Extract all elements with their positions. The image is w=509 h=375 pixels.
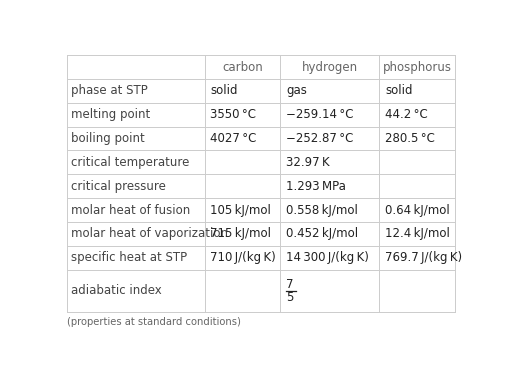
Text: 44.2 °C: 44.2 °C bbox=[385, 108, 428, 121]
Text: 4027 °C: 4027 °C bbox=[211, 132, 257, 145]
Text: phase at STP: phase at STP bbox=[71, 84, 148, 98]
Text: gas: gas bbox=[286, 84, 307, 98]
Text: molar heat of vaporization: molar heat of vaporization bbox=[71, 228, 228, 240]
Text: 0.452 kJ/mol: 0.452 kJ/mol bbox=[286, 228, 358, 240]
Text: carbon: carbon bbox=[222, 60, 263, 74]
Text: 105 kJ/mol: 105 kJ/mol bbox=[211, 204, 271, 217]
Text: −252.87 °C: −252.87 °C bbox=[286, 132, 354, 145]
Text: 3550 °C: 3550 °C bbox=[211, 108, 257, 121]
Text: 769.7 J/(kg K): 769.7 J/(kg K) bbox=[385, 251, 462, 264]
Text: solid: solid bbox=[385, 84, 413, 98]
Text: 32.97 K: 32.97 K bbox=[286, 156, 330, 169]
Text: phosphorus: phosphorus bbox=[383, 60, 451, 74]
Text: 5: 5 bbox=[286, 291, 294, 304]
Text: critical pressure: critical pressure bbox=[71, 180, 165, 193]
Text: 0.558 kJ/mol: 0.558 kJ/mol bbox=[286, 204, 358, 217]
Text: adiabatic index: adiabatic index bbox=[71, 284, 161, 297]
Text: 0.64 kJ/mol: 0.64 kJ/mol bbox=[385, 204, 450, 217]
Text: hydrogen: hydrogen bbox=[302, 60, 358, 74]
Text: 710 J/(kg K): 710 J/(kg K) bbox=[211, 251, 276, 264]
Text: −259.14 °C: −259.14 °C bbox=[286, 108, 354, 121]
Text: 14 300 J/(kg K): 14 300 J/(kg K) bbox=[286, 251, 369, 264]
Text: boiling point: boiling point bbox=[71, 132, 145, 145]
Text: melting point: melting point bbox=[71, 108, 150, 121]
Text: molar heat of fusion: molar heat of fusion bbox=[71, 204, 190, 217]
Text: 12.4 kJ/mol: 12.4 kJ/mol bbox=[385, 228, 450, 240]
Text: specific heat at STP: specific heat at STP bbox=[71, 251, 187, 264]
Text: solid: solid bbox=[211, 84, 238, 98]
Text: 280.5 °C: 280.5 °C bbox=[385, 132, 435, 145]
Text: 7: 7 bbox=[286, 278, 294, 291]
Text: critical temperature: critical temperature bbox=[71, 156, 189, 169]
Text: 1.293 MPa: 1.293 MPa bbox=[286, 180, 346, 193]
Text: 715 kJ/mol: 715 kJ/mol bbox=[211, 228, 271, 240]
Text: (properties at standard conditions): (properties at standard conditions) bbox=[67, 317, 241, 327]
